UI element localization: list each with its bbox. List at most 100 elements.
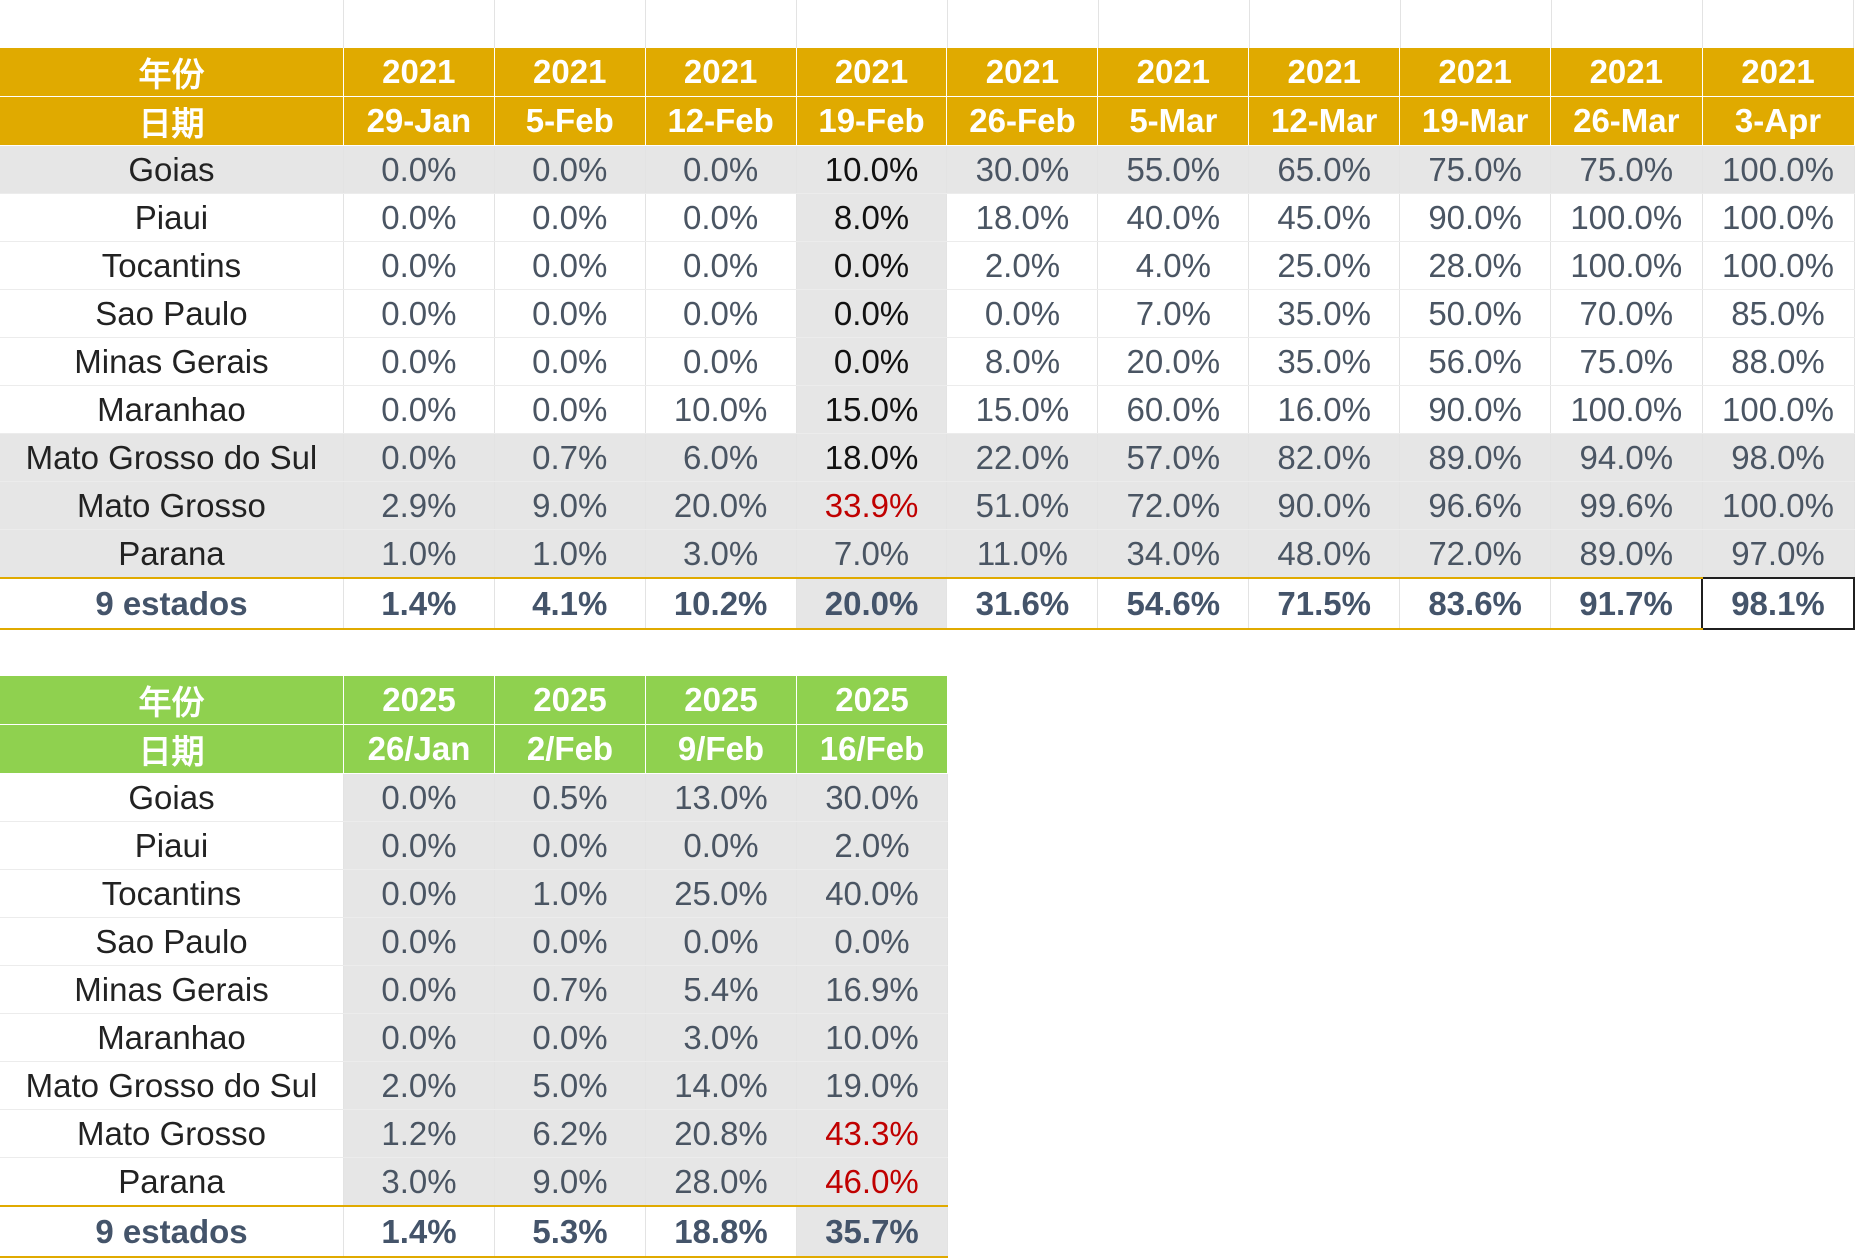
value-cell[interactable]: 98.0% — [1702, 433, 1855, 482]
value-cell[interactable]: 2.9% — [343, 481, 495, 530]
total-value-cell[interactable]: 35.7% — [796, 1205, 948, 1258]
value-cell[interactable]: 0.0% — [343, 773, 495, 822]
year-header-cell[interactable]: 2021 — [1399, 48, 1552, 97]
state-name-cell[interactable]: Mato Grosso — [0, 481, 344, 530]
value-cell[interactable]: 0.0% — [494, 385, 646, 434]
date-header-cell[interactable]: 5-Feb — [494, 96, 646, 146]
value-cell[interactable]: 0.0% — [494, 289, 646, 338]
value-cell[interactable]: 0.0% — [645, 337, 797, 386]
value-cell[interactable]: 9.0% — [494, 481, 646, 530]
year-header-label[interactable]: 年份 — [0, 48, 344, 97]
year-header-label[interactable]: 年份 — [0, 676, 344, 725]
year-header-cell[interactable]: 2021 — [1550, 48, 1703, 97]
value-cell[interactable]: 100.0% — [1550, 385, 1703, 434]
value-cell[interactable]: 100.0% — [1702, 481, 1855, 530]
value-cell[interactable]: 0.0% — [494, 337, 646, 386]
year-header-cell[interactable]: 2021 — [946, 48, 1099, 97]
state-name-cell[interactable]: Mato Grosso — [0, 1109, 344, 1158]
value-cell[interactable]: 22.0% — [946, 433, 1099, 482]
value-cell[interactable]: 55.0% — [1097, 145, 1250, 194]
value-cell[interactable]: 5.0% — [494, 1061, 646, 1110]
value-cell[interactable]: 14.0% — [645, 1061, 797, 1110]
value-cell[interactable]: 9.0% — [494, 1157, 646, 1207]
value-cell[interactable]: 35.0% — [1248, 289, 1401, 338]
state-name-cell[interactable]: Goias — [0, 773, 344, 822]
value-cell[interactable]: 10.0% — [645, 385, 797, 434]
year-header-cell[interactable]: 2021 — [494, 48, 646, 97]
value-cell[interactable]: 0.0% — [343, 145, 495, 194]
value-cell[interactable]: 72.0% — [1399, 529, 1552, 579]
value-cell[interactable]: 8.0% — [946, 337, 1099, 386]
value-cell[interactable]: 0.0% — [494, 193, 646, 242]
state-name-cell[interactable]: Mato Grosso do Sul — [0, 1061, 344, 1110]
state-name-cell[interactable]: Piaui — [0, 821, 344, 870]
value-cell[interactable]: 45.0% — [1248, 193, 1401, 242]
value-cell[interactable]: 0.0% — [645, 193, 797, 242]
value-cell[interactable]: 90.0% — [1248, 481, 1401, 530]
value-cell[interactable]: 19.0% — [796, 1061, 948, 1110]
value-cell[interactable]: 100.0% — [1702, 385, 1855, 434]
value-cell[interactable]: 0.0% — [645, 821, 797, 870]
date-header-cell[interactable]: 19-Mar — [1399, 96, 1552, 146]
value-cell[interactable]: 0.0% — [796, 337, 948, 386]
value-cell[interactable]: 0.0% — [946, 289, 1099, 338]
value-cell[interactable]: 28.0% — [1399, 241, 1552, 290]
value-cell[interactable]: 30.0% — [796, 773, 948, 822]
date-header-cell[interactable]: 19-Feb — [796, 96, 948, 146]
value-cell[interactable]: 46.0% — [796, 1157, 948, 1207]
year-header-cell[interactable]: 2021 — [1248, 48, 1401, 97]
total-value-cell[interactable]: 1.4% — [343, 577, 495, 630]
year-header-cell[interactable]: 2025 — [343, 676, 495, 725]
date-header-cell[interactable]: 26-Mar — [1550, 96, 1703, 146]
value-cell[interactable]: 0.0% — [796, 289, 948, 338]
value-cell[interactable]: 48.0% — [1248, 529, 1401, 579]
value-cell[interactable]: 25.0% — [645, 869, 797, 918]
value-cell[interactable]: 0.0% — [343, 289, 495, 338]
value-cell[interactable]: 7.0% — [796, 529, 948, 579]
value-cell[interactable]: 11.0% — [946, 529, 1099, 579]
value-cell[interactable]: 57.0% — [1097, 433, 1250, 482]
value-cell[interactable]: 82.0% — [1248, 433, 1401, 482]
value-cell[interactable]: 0.0% — [343, 869, 495, 918]
value-cell[interactable]: 97.0% — [1702, 529, 1855, 579]
date-header-cell[interactable]: 12-Feb — [645, 96, 797, 146]
total-value-cell[interactable]: 20.0% — [796, 577, 948, 630]
value-cell[interactable]: 7.0% — [1097, 289, 1250, 338]
value-cell[interactable]: 0.0% — [494, 1013, 646, 1062]
value-cell[interactable]: 0.7% — [494, 965, 646, 1014]
value-cell[interactable]: 3.0% — [343, 1157, 495, 1207]
value-cell[interactable]: 16.0% — [1248, 385, 1401, 434]
value-cell[interactable]: 1.2% — [343, 1109, 495, 1158]
value-cell[interactable]: 0.0% — [645, 241, 797, 290]
value-cell[interactable]: 0.0% — [494, 917, 646, 966]
value-cell[interactable]: 16.9% — [796, 965, 948, 1014]
value-cell[interactable]: 6.0% — [645, 433, 797, 482]
value-cell[interactable]: 65.0% — [1248, 145, 1401, 194]
value-cell[interactable]: 8.0% — [796, 193, 948, 242]
value-cell[interactable]: 72.0% — [1097, 481, 1250, 530]
value-cell[interactable]: 0.7% — [494, 433, 646, 482]
value-cell[interactable]: 89.0% — [1399, 433, 1552, 482]
year-header-cell[interactable]: 2021 — [1702, 48, 1855, 97]
value-cell[interactable]: 100.0% — [1702, 145, 1855, 194]
value-cell[interactable]: 35.0% — [1248, 337, 1401, 386]
value-cell[interactable]: 1.0% — [494, 529, 646, 579]
value-cell[interactable]: 75.0% — [1550, 337, 1703, 386]
value-cell[interactable]: 100.0% — [1702, 193, 1855, 242]
value-cell[interactable]: 0.0% — [343, 433, 495, 482]
state-name-cell[interactable]: Tocantins — [0, 241, 344, 290]
value-cell[interactable]: 2.0% — [796, 821, 948, 870]
value-cell[interactable]: 10.0% — [796, 1013, 948, 1062]
value-cell[interactable]: 70.0% — [1550, 289, 1703, 338]
value-cell[interactable]: 50.0% — [1399, 289, 1552, 338]
value-cell[interactable]: 20.0% — [1097, 337, 1250, 386]
value-cell[interactable]: 0.0% — [343, 965, 495, 1014]
date-header-cell[interactable]: 12-Mar — [1248, 96, 1401, 146]
year-header-cell[interactable]: 2025 — [796, 676, 948, 725]
total-label-cell[interactable]: 9 estados — [0, 1205, 344, 1258]
date-header-cell[interactable]: 3-Apr — [1702, 96, 1855, 146]
value-cell[interactable]: 0.0% — [343, 385, 495, 434]
value-cell[interactable]: 0.0% — [343, 241, 495, 290]
date-header-cell[interactable]: 29-Jan — [343, 96, 495, 146]
value-cell[interactable]: 0.0% — [494, 145, 646, 194]
